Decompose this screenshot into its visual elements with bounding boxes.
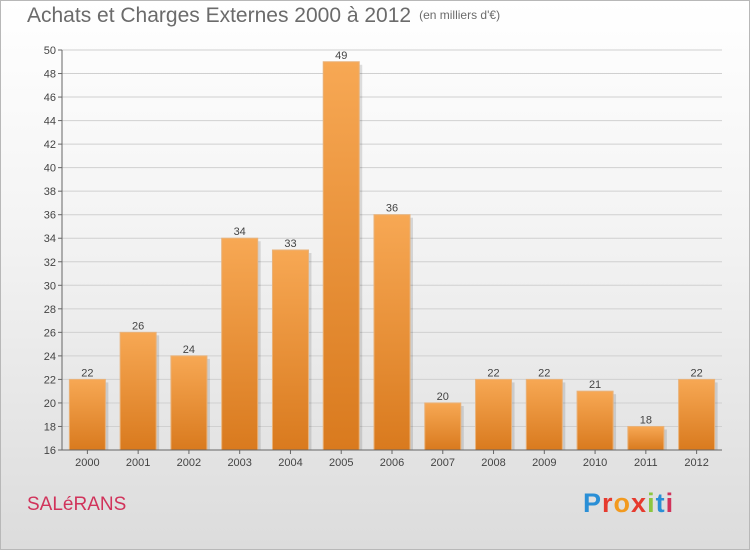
bar-2003	[221, 237, 259, 451]
x-tick-label: 2004	[278, 457, 302, 469]
y-tick-label: 16	[44, 445, 56, 457]
bar-2005	[322, 61, 360, 451]
value-label: 20	[437, 391, 449, 403]
y-tick-label: 34	[44, 233, 56, 245]
x-tick-label: 2002	[177, 457, 201, 469]
logo-letter: o	[613, 488, 632, 518]
logo-letter: P	[583, 488, 603, 518]
y-tick-label: 30	[44, 280, 56, 292]
title-unit: (en milliers d'€)	[419, 8, 501, 22]
bar-2001	[119, 331, 157, 451]
x-tick-label: 2007	[431, 457, 455, 469]
y-tick-label: 50	[44, 45, 56, 57]
x-tick-label: 2010	[583, 457, 607, 469]
bar-2007	[424, 402, 462, 451]
value-label: 22	[690, 367, 702, 379]
y-tick-label: 38	[44, 186, 56, 198]
x-tick-label: 2003	[227, 457, 251, 469]
bar-2002	[170, 355, 208, 451]
x-tick-label: 2000	[75, 457, 99, 469]
bar-2009	[525, 378, 563, 451]
value-label: 33	[284, 238, 296, 250]
commune-name: SALéRANS	[27, 494, 127, 515]
y-tick-label: 28	[44, 304, 56, 316]
y-tick-label: 20	[44, 398, 56, 410]
x-tick-label: 2009	[532, 457, 556, 469]
value-label: 22	[538, 367, 550, 379]
logo-letter: i	[647, 488, 656, 518]
value-label: 24	[183, 344, 195, 356]
value-label: 22	[487, 367, 499, 379]
bar-2006	[373, 214, 411, 451]
y-tick-label: 46	[44, 92, 56, 104]
y-tick-label: 22	[44, 374, 56, 386]
x-tick-label: 2001	[126, 457, 150, 469]
y-tick-label: 36	[44, 210, 56, 222]
logo-letter: r	[602, 488, 614, 518]
bar-2010	[576, 390, 614, 451]
value-label: 22	[81, 367, 93, 379]
value-label: 26	[132, 320, 144, 332]
value-label: 36	[386, 203, 398, 215]
y-tick-label: 48	[44, 69, 56, 81]
value-label: 21	[589, 379, 601, 391]
proxiti-logo[interactable]: Proxiti	[583, 488, 674, 519]
value-label: 49	[335, 50, 347, 62]
bar-2011	[627, 425, 665, 451]
logo-letter: x	[631, 488, 648, 518]
y-tick-label: 40	[44, 163, 56, 175]
x-tick-label: 2005	[329, 457, 353, 469]
x-tick-label: 2012	[684, 457, 708, 469]
title-text: Achats et Charges Externes 2000 à 2012	[27, 4, 412, 27]
x-tick-label: 2008	[481, 457, 505, 469]
value-label: 34	[234, 226, 246, 238]
bar-2008	[475, 378, 513, 451]
bar-2000	[68, 378, 106, 451]
x-tick-label: 2011	[634, 457, 658, 469]
y-tick-label: 42	[44, 139, 56, 151]
logo-letter: t	[655, 488, 666, 518]
x-tick-label: 2006	[380, 457, 404, 469]
logo-letter: i	[665, 488, 675, 518]
y-tick-label: 44	[44, 116, 56, 128]
y-tick-label: 26	[44, 327, 56, 339]
y-tick-label: 32	[44, 257, 56, 269]
y-tick-label: 24	[44, 351, 56, 363]
bar-2012	[678, 378, 716, 451]
y-tick-label: 18	[44, 421, 56, 433]
bar-2004	[271, 249, 309, 451]
value-label: 18	[640, 414, 652, 426]
chart-title: Achats et Charges Externes 2000 à 2012 (e…	[27, 4, 500, 28]
